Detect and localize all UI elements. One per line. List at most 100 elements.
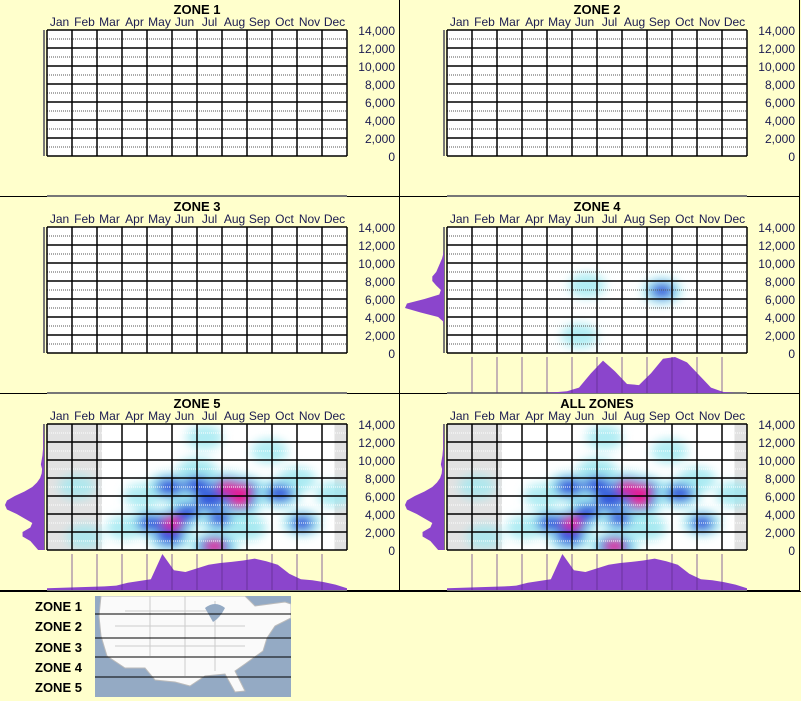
- month-label: Jul: [602, 409, 617, 423]
- month-label: Sep: [249, 15, 271, 29]
- month-label: Oct: [275, 409, 294, 423]
- month-label: Feb: [474, 212, 495, 226]
- panel-title: ZONE 3: [174, 199, 221, 214]
- hotspot-blue: [155, 527, 184, 546]
- month-label: Sep: [249, 409, 271, 423]
- month-label: Jun: [575, 409, 594, 423]
- month-label: Dec: [324, 15, 345, 29]
- y-tick-label: 2,000: [365, 526, 395, 540]
- y-tick-label: 4,000: [365, 114, 395, 128]
- month-label: Jun: [575, 15, 594, 29]
- zone-legend: ZONE 1 ZONE 2 ZONE 3 ZONE 4 ZONE 5: [0, 591, 801, 701]
- month-label: May: [148, 212, 171, 226]
- y-tick-label: 0: [788, 347, 795, 361]
- month-label: May: [548, 212, 571, 226]
- y-tick-label: 4,000: [765, 311, 795, 325]
- y-tick-label: 0: [388, 150, 395, 164]
- y-tick-label: 10,000: [758, 454, 795, 468]
- hotspot-blue: [207, 510, 232, 527]
- y-tick-label: 8,000: [365, 472, 395, 486]
- y-tick-label: 8,000: [765, 275, 795, 289]
- hotspot-pink: [230, 494, 249, 507]
- month-label: Mar: [499, 409, 520, 423]
- hotspot-cyan: [315, 481, 347, 507]
- y-tick-label: 12,000: [758, 436, 795, 450]
- month-label: Feb: [74, 409, 95, 423]
- month-label: Mar: [99, 409, 120, 423]
- y-tick-label: 8,000: [765, 78, 795, 92]
- y-tick-label: 4,000: [765, 508, 795, 522]
- month-label: Apr: [525, 212, 544, 226]
- hotspot-cyan: [466, 524, 503, 549]
- month-label: Apr: [525, 15, 544, 29]
- month-label: Feb: [474, 15, 495, 29]
- panel-title: ZONE 2: [574, 2, 621, 17]
- month-label: May: [148, 409, 171, 423]
- zone-panel-5: ZONE 5 Jan Feb Mar Apr May Jun Jul Aug Sep Oct Nov D…: [0, 394, 400, 591]
- month-label: Oct: [275, 15, 294, 29]
- hotspot-blue: [555, 527, 584, 546]
- panel-title: ZONE 1: [174, 2, 221, 17]
- month-label: Nov: [699, 15, 720, 29]
- month-label: Dec: [724, 409, 745, 423]
- y-tick-label: 2,000: [765, 132, 795, 146]
- hotspot-pink: [605, 540, 624, 550]
- month-label: May: [148, 15, 171, 29]
- month-label: Aug: [624, 212, 645, 226]
- month-label: Dec: [324, 409, 345, 423]
- month-label: Dec: [724, 15, 745, 29]
- month-label: Jul: [202, 212, 217, 226]
- month-label: Apr: [525, 409, 544, 423]
- us-zone-map: [95, 596, 291, 697]
- month-label: Jun: [175, 212, 194, 226]
- map-great-lakes: [205, 604, 225, 622]
- zone-panel-4: ZONE 4 Jan Feb Mar Apr May Jun Jul Aug Sep Oct Nov D…: [400, 197, 800, 394]
- legend-zone-4: ZONE 4: [35, 660, 82, 675]
- y-tick-label: 6,000: [365, 96, 395, 110]
- month-label: Oct: [275, 212, 294, 226]
- y-tick-label: 2,000: [365, 132, 395, 146]
- y-tick-label: 14,000: [358, 418, 395, 432]
- month-label: Mar: [499, 212, 520, 226]
- month-label: May: [548, 15, 571, 29]
- month-label: Feb: [74, 15, 95, 29]
- y-tick-label: 14,000: [758, 221, 795, 235]
- month-label: Aug: [224, 15, 245, 29]
- y-tick-label: 10,000: [758, 257, 795, 271]
- month-label: Sep: [249, 212, 271, 226]
- hotspot-cyan: [561, 323, 598, 349]
- elevation-density-curve: [5, 424, 44, 550]
- y-tick-label: 6,000: [765, 490, 795, 504]
- month-label: Jan: [450, 15, 469, 29]
- month-label: Jan: [450, 409, 469, 423]
- y-tick-label: 14,000: [358, 24, 395, 38]
- month-label: Aug: [624, 409, 645, 423]
- y-tick-label: 0: [788, 150, 795, 164]
- month-label: Jul: [602, 212, 617, 226]
- month-label: Dec: [724, 212, 745, 226]
- month-label: Dec: [324, 212, 345, 226]
- y-tick-label: 4,000: [765, 114, 795, 128]
- legend-zone-5: ZONE 5: [35, 680, 82, 695]
- month-label: Jun: [175, 15, 194, 29]
- y-tick-label: 12,000: [758, 239, 795, 253]
- y-tick-label: 12,000: [758, 42, 795, 56]
- y-tick-label: 2,000: [765, 329, 795, 343]
- hotspot-cyan: [186, 425, 223, 450]
- y-tick-label: 12,000: [358, 42, 395, 56]
- panel-title: ALL ZONES: [560, 396, 634, 411]
- hotspot-cyan: [586, 425, 623, 450]
- month-label: Jun: [575, 212, 594, 226]
- y-tick-label: 6,000: [365, 293, 395, 307]
- zone-panel-3: ZONE 3 Jan Feb Mar Apr May Jun Jul Aug Sep Oct Nov D…: [0, 197, 400, 394]
- legend-zone-2: ZONE 2: [35, 619, 82, 634]
- y-tick-label: 12,000: [358, 436, 395, 450]
- month-label: Nov: [699, 409, 720, 423]
- y-tick-label: 14,000: [758, 418, 795, 432]
- panel-title: ZONE 4: [574, 199, 622, 214]
- map-state-borders: [115, 596, 245, 676]
- elevation-density-curve: [405, 424, 444, 550]
- month-label: Oct: [675, 409, 694, 423]
- month-label: Jun: [175, 409, 194, 423]
